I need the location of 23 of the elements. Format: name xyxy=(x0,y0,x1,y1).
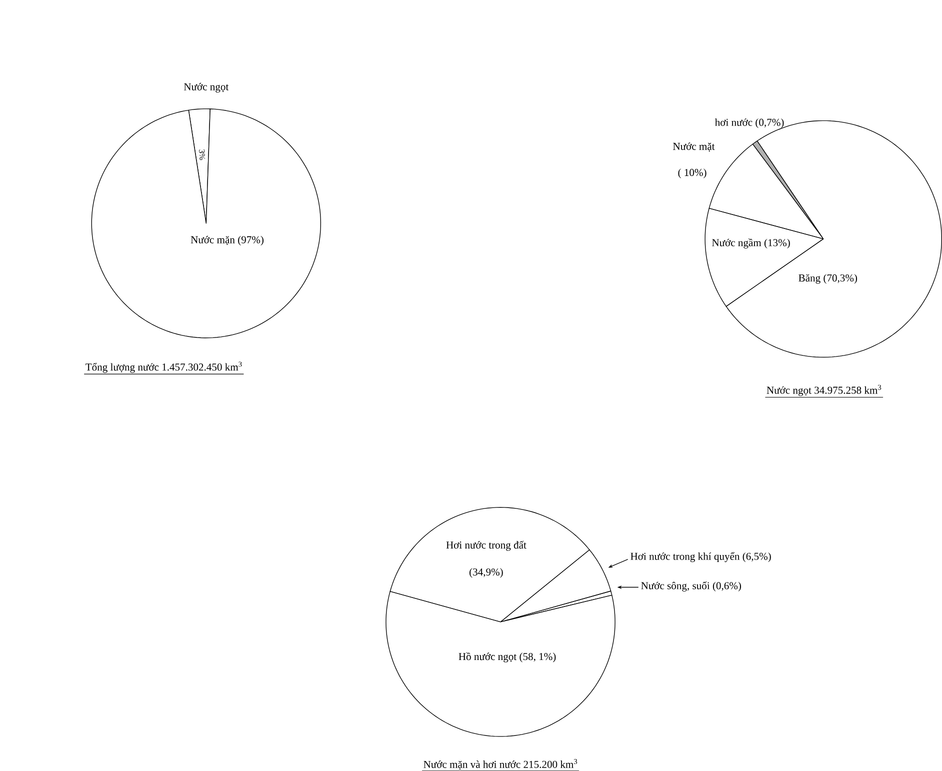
data-label: ( 10%) xyxy=(678,168,706,178)
text: Tổng lượng nước 1.457.302.450 km$^{3}$ xyxy=(86,362,242,373)
slice-label: Nước mặt xyxy=(673,142,715,152)
data-label: (13%) xyxy=(764,238,790,248)
data-label: (0,6%) xyxy=(712,582,742,592)
slice-label: Băng xyxy=(798,274,820,284)
slice-label: Hồ nước ngọt xyxy=(458,652,517,662)
slice-label: hơi nước xyxy=(714,118,752,126)
text: Nước ngọt 34.975.258 km$^{3}$ xyxy=(766,384,882,396)
slice-label: Nước ngầm xyxy=(712,238,762,248)
data-label: (58, 1%) xyxy=(520,652,556,662)
data-label: (6,5%) xyxy=(742,552,771,562)
slice-label: Hơi nước trong đất xyxy=(446,540,526,551)
slice-label: Nước ngọt xyxy=(184,82,229,92)
data-label: 3% xyxy=(199,150,206,160)
slice-label: Nước mặn xyxy=(190,236,235,245)
data-label: (0,7%) xyxy=(756,118,784,128)
legend-label: Nước sông, suối xyxy=(641,581,710,592)
data-label: (97%) xyxy=(238,236,264,246)
data-label: (70,3%) xyxy=(824,274,858,284)
text: Nước mặn và hơi nước 215.200 km$^{3}$ xyxy=(424,758,578,770)
data-label: (34,9%) xyxy=(470,568,503,578)
slice-label: Hơi nước trong khí quyển xyxy=(630,552,740,562)
